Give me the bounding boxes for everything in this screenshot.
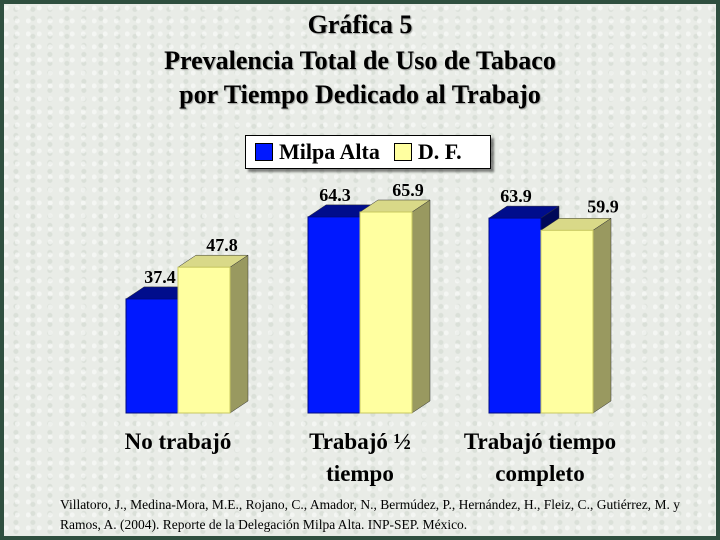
category-label-tiempo-completo: Trabajó tiempo completo	[440, 426, 640, 490]
data-label-df: 65.9	[392, 180, 424, 200]
bar-milpa-alta	[488, 217, 542, 414]
chart-title-line-3: por Tiempo Dedicado al Trabajo	[179, 80, 541, 109]
bar-side-df	[229, 254, 249, 414]
category-label-line: Trabajó tiempo	[463, 429, 617, 454]
chart-title-line-1: Gráfica 5	[307, 10, 413, 39]
data-label-milpa-alta: 37.4	[144, 267, 176, 287]
category-label-medio-tiempo: Trabajó ½ tiempo	[270, 426, 450, 490]
legend-label-df: D. F.	[417, 139, 462, 164]
category-label-line: completo	[495, 461, 585, 486]
bar-side-df	[411, 199, 431, 414]
bar-df	[359, 211, 413, 414]
bar-df	[540, 229, 594, 414]
legend-swatch-milpa-alta	[255, 143, 273, 161]
category-label-no-trabajo: No trabajó	[88, 426, 268, 458]
category-label-line: Trabajó ½	[309, 429, 411, 454]
bar-side-df	[592, 217, 612, 414]
source-credit: Villatoro, J., Medina-Mora, M.E., Rojano…	[60, 497, 680, 532]
bar-milpa-alta	[307, 216, 361, 414]
data-label-milpa-alta: 63.9	[500, 186, 532, 206]
data-label-milpa-alta: 64.3	[319, 185, 351, 205]
legend-swatch-df	[393, 143, 412, 161]
data-label-df: 59.9	[587, 196, 619, 216]
legend-label-milpa-alta: Milpa Alta	[279, 139, 380, 164]
data-label-df: 47.8	[206, 235, 238, 255]
category-label-line: tiempo	[326, 461, 394, 486]
chart-title-line-2: Prevalencia Total de Uso de Tabaco	[164, 46, 556, 75]
chart-legend: Milpa Alta D. F.	[245, 135, 491, 169]
bar-df	[177, 266, 231, 414]
bar-milpa-alta	[125, 298, 179, 414]
category-label-line: No trabajó	[124, 429, 232, 454]
